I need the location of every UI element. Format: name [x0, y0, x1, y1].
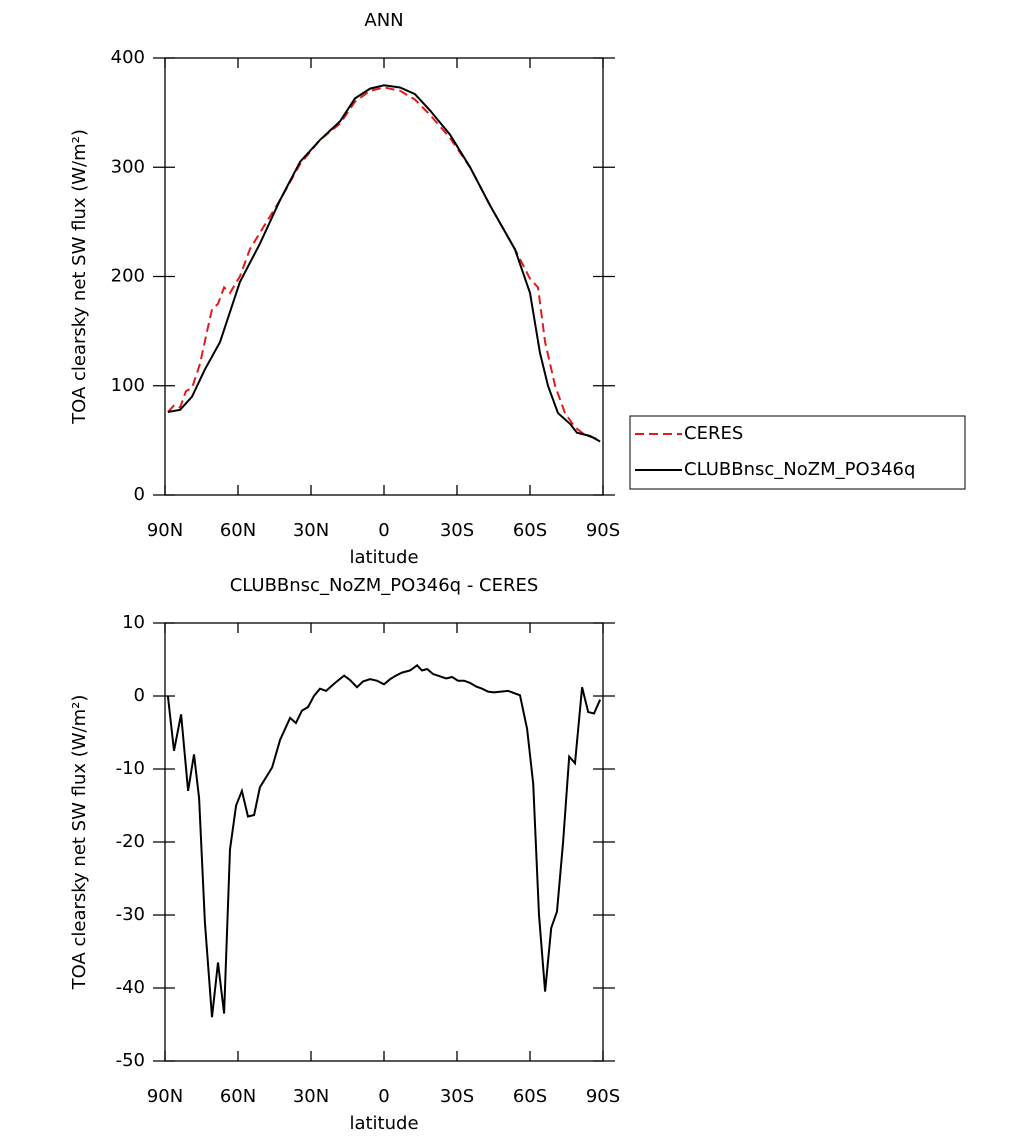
y-tick-label: 400: [111, 47, 145, 68]
x-axis-label: latitude: [349, 547, 418, 568]
y-axis-label: TOA clearsky net SW flux (W/m²): [69, 129, 90, 425]
x-tick-label: 60S: [513, 520, 547, 541]
x-tick-label: 30N: [293, 520, 329, 541]
y-tick-label: 200: [111, 266, 145, 287]
y-axis-label: TOA clearsky net SW flux (W/m²): [69, 695, 90, 991]
data-line: [167, 84, 601, 443]
y-tick-label: -30: [116, 904, 145, 925]
y-tick-label: -40: [116, 977, 145, 998]
y-tick-label: 100: [111, 375, 145, 396]
x-tick-label: 60N: [220, 1086, 256, 1107]
y-tick-label: -20: [116, 831, 145, 852]
y-tick-label: 300: [111, 156, 145, 177]
plot-frame: [164, 57, 604, 496]
legend-box: [629, 415, 966, 490]
y-tick-label: 10: [122, 612, 145, 633]
data-line: [167, 86, 601, 442]
x-tick-label: 90N: [147, 520, 183, 541]
chart-title: CLUBBnsc_NoZM_PO346q - CERES: [230, 575, 539, 596]
x-tick-label: 30S: [440, 1086, 474, 1107]
legend-label: CERES: [684, 423, 743, 444]
x-tick-label: 90N: [147, 1086, 183, 1107]
x-tick-label: 60S: [513, 1086, 547, 1107]
chart-title: ANN: [364, 10, 403, 31]
x-tick-label: 90S: [586, 520, 620, 541]
x-tick-label: 30S: [440, 520, 474, 541]
y-tick-label: 0: [134, 685, 145, 706]
x-axis-label: latitude: [349, 1113, 418, 1134]
x-tick-label: 0: [378, 520, 389, 541]
y-tick-label: -50: [116, 1050, 145, 1071]
y-tick-label: 0: [134, 484, 145, 505]
y-tick-label: -10: [116, 758, 145, 779]
legend-label: CLUBBnsc_NoZM_PO346q: [684, 459, 915, 480]
data-line: [166, 663, 602, 1018]
x-tick-label: 30N: [293, 1086, 329, 1107]
x-tick-label: 0: [378, 1086, 389, 1107]
x-tick-label: 90S: [586, 1086, 620, 1107]
x-tick-label: 60N: [220, 520, 256, 541]
